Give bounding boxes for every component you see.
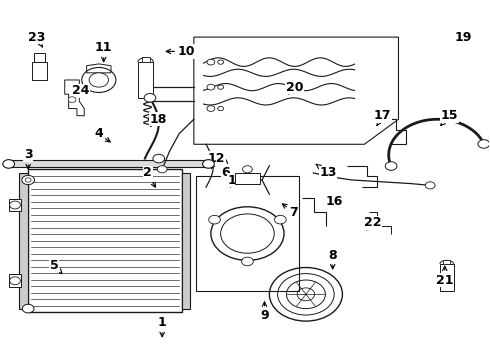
Circle shape xyxy=(10,277,21,285)
Circle shape xyxy=(425,182,435,189)
Text: 10: 10 xyxy=(166,45,196,58)
Circle shape xyxy=(207,59,215,65)
Text: 12: 12 xyxy=(208,152,225,168)
Text: 1: 1 xyxy=(158,316,167,337)
Text: 11: 11 xyxy=(95,41,113,62)
Text: 20: 20 xyxy=(286,81,303,94)
Bar xyxy=(182,173,191,309)
Circle shape xyxy=(157,166,167,173)
Circle shape xyxy=(218,60,223,64)
Circle shape xyxy=(209,215,221,224)
Text: 19: 19 xyxy=(455,31,472,44)
Circle shape xyxy=(211,207,284,260)
Circle shape xyxy=(25,178,31,182)
Circle shape xyxy=(207,84,215,90)
Text: 2: 2 xyxy=(143,166,155,187)
Bar xyxy=(235,173,260,184)
Bar xyxy=(9,274,21,287)
Text: 24: 24 xyxy=(72,84,89,97)
Text: 21: 21 xyxy=(436,266,454,287)
Text: 22: 22 xyxy=(364,216,381,230)
Circle shape xyxy=(220,214,274,253)
Text: 17: 17 xyxy=(374,109,391,126)
Text: 23: 23 xyxy=(28,31,46,47)
Circle shape xyxy=(10,201,21,209)
Text: 15: 15 xyxy=(441,109,458,126)
Text: 16: 16 xyxy=(325,195,343,208)
Circle shape xyxy=(218,107,223,111)
Circle shape xyxy=(153,154,165,163)
Text: 9: 9 xyxy=(260,302,269,322)
Circle shape xyxy=(274,215,286,224)
Circle shape xyxy=(385,162,397,170)
Bar xyxy=(138,62,153,98)
Text: 5: 5 xyxy=(50,259,62,274)
Bar xyxy=(31,62,47,80)
Circle shape xyxy=(144,94,156,102)
Text: 7: 7 xyxy=(282,204,298,219)
Circle shape xyxy=(22,175,34,185)
Text: 8: 8 xyxy=(328,248,337,269)
Circle shape xyxy=(82,67,116,93)
Bar xyxy=(196,176,298,291)
Bar xyxy=(9,159,206,167)
Text: 13: 13 xyxy=(316,164,337,179)
Circle shape xyxy=(242,257,253,266)
Text: 6: 6 xyxy=(221,159,230,179)
Circle shape xyxy=(202,159,214,168)
Circle shape xyxy=(89,73,109,87)
Circle shape xyxy=(23,304,34,313)
Circle shape xyxy=(207,106,215,111)
Bar xyxy=(20,173,28,309)
Bar xyxy=(440,264,454,291)
Text: 14: 14 xyxy=(227,174,245,187)
Circle shape xyxy=(243,166,252,173)
Text: 4: 4 xyxy=(94,127,110,142)
Text: 3: 3 xyxy=(24,148,32,169)
Text: 18: 18 xyxy=(148,113,167,126)
Bar xyxy=(9,199,21,211)
Circle shape xyxy=(218,85,223,89)
Circle shape xyxy=(68,97,76,103)
Bar xyxy=(34,53,45,62)
Bar xyxy=(443,260,450,264)
Circle shape xyxy=(478,140,490,148)
Bar xyxy=(142,57,149,62)
Circle shape xyxy=(3,159,15,168)
Bar xyxy=(28,169,182,312)
